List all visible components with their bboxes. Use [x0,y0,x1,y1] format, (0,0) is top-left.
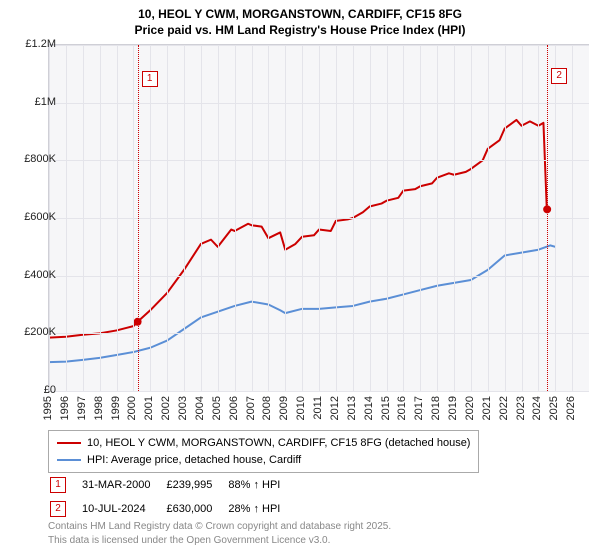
x-tick-label: 2016 [396,396,408,420]
event-row-1: 1 31-MAR-2000 £239,995 88% ↑ HPI [50,474,294,496]
y-tick-label: £800K [24,153,56,165]
x-tick-label: 2022 [498,396,510,420]
y-tick-label: £1M [35,96,56,108]
x-tick-label: 1995 [42,396,54,420]
y-tick-label: £1.2M [25,38,56,50]
y-tick-label: £200K [24,326,56,338]
legend: 10, HEOL Y CWM, MORGANSTOWN, CARDIFF, CF… [48,430,479,473]
event-delta-2: 28% ↑ HPI [228,498,294,520]
x-tick-label: 2006 [228,396,240,420]
x-tick-label: 2007 [245,396,257,420]
x-tick-label: 2025 [548,396,560,420]
x-tick-label: 2024 [531,396,543,420]
x-tick-label: 2004 [194,396,206,420]
x-tick-label: 2009 [278,396,290,420]
event-marker-2: 2 [50,501,66,517]
legend-item-hpi: HPI: Average price, detached house, Card… [57,452,470,469]
chart-title: 10, HEOL Y CWM, MORGANSTOWN, CARDIFF, CF… [0,0,600,38]
legend-swatch-hpi [57,459,81,461]
title-line2: Price paid vs. HM Land Registry's House … [0,22,600,38]
x-tick-label: 2001 [143,396,155,420]
x-tick-label: 1999 [110,396,122,420]
x-tick-label: 1998 [93,396,105,420]
event-price-2: £630,000 [166,498,226,520]
x-tick-label: 2000 [126,396,138,420]
x-tick-label: 2013 [346,396,358,420]
event-delta-1: 88% ↑ HPI [228,474,294,496]
legend-label-price-paid: 10, HEOL Y CWM, MORGANSTOWN, CARDIFF, CF… [87,435,470,452]
y-tick-label: £0 [44,384,56,396]
x-tick-label: 2002 [160,396,172,420]
events-table: 1 31-MAR-2000 £239,995 88% ↑ HPI 2 10-JU… [48,472,296,522]
x-tick-label: 2008 [261,396,273,420]
x-tick-label: 1997 [76,396,88,420]
y-tick-label: £600K [24,211,56,223]
title-line1: 10, HEOL Y CWM, MORGANSTOWN, CARDIFF, CF… [0,6,600,22]
x-tick-label: 1996 [59,396,71,420]
x-tick-label: 2019 [447,396,459,420]
footer-line2: This data is licensed under the Open Gov… [48,534,391,548]
legend-label-hpi: HPI: Average price, detached house, Card… [87,452,301,469]
x-tick-label: 2021 [481,396,493,420]
x-tick-label: 2014 [363,396,375,420]
x-tick-label: 2020 [464,396,476,420]
chart-event-marker: 2 [551,68,567,84]
footer: Contains HM Land Registry data © Crown c… [48,520,391,547]
x-tick-label: 2003 [177,396,189,420]
event-date-1: 31-MAR-2000 [82,474,164,496]
x-tick-label: 2017 [413,396,425,420]
x-tick-label: 2010 [295,396,307,420]
legend-swatch-price-paid [57,442,81,444]
x-tick-label: 2005 [211,396,223,420]
legend-item-price-paid: 10, HEOL Y CWM, MORGANSTOWN, CARDIFF, CF… [57,435,470,452]
event-price-1: £239,995 [166,474,226,496]
x-tick-label: 2012 [329,396,341,420]
event-row-2: 2 10-JUL-2024 £630,000 28% ↑ HPI [50,498,294,520]
footer-line1: Contains HM Land Registry data © Crown c… [48,520,391,534]
x-tick-label: 2011 [312,396,324,420]
event-date-2: 10-JUL-2024 [82,498,164,520]
chart-event-marker: 1 [142,71,158,87]
x-tick-label: 2026 [565,396,577,420]
x-tick-label: 2018 [430,396,442,420]
x-tick-label: 2015 [380,396,392,420]
chart-plot-area: 12 [48,44,589,392]
y-tick-label: £400K [24,269,56,281]
x-tick-label: 2023 [515,396,527,420]
event-marker-1: 1 [50,477,66,493]
